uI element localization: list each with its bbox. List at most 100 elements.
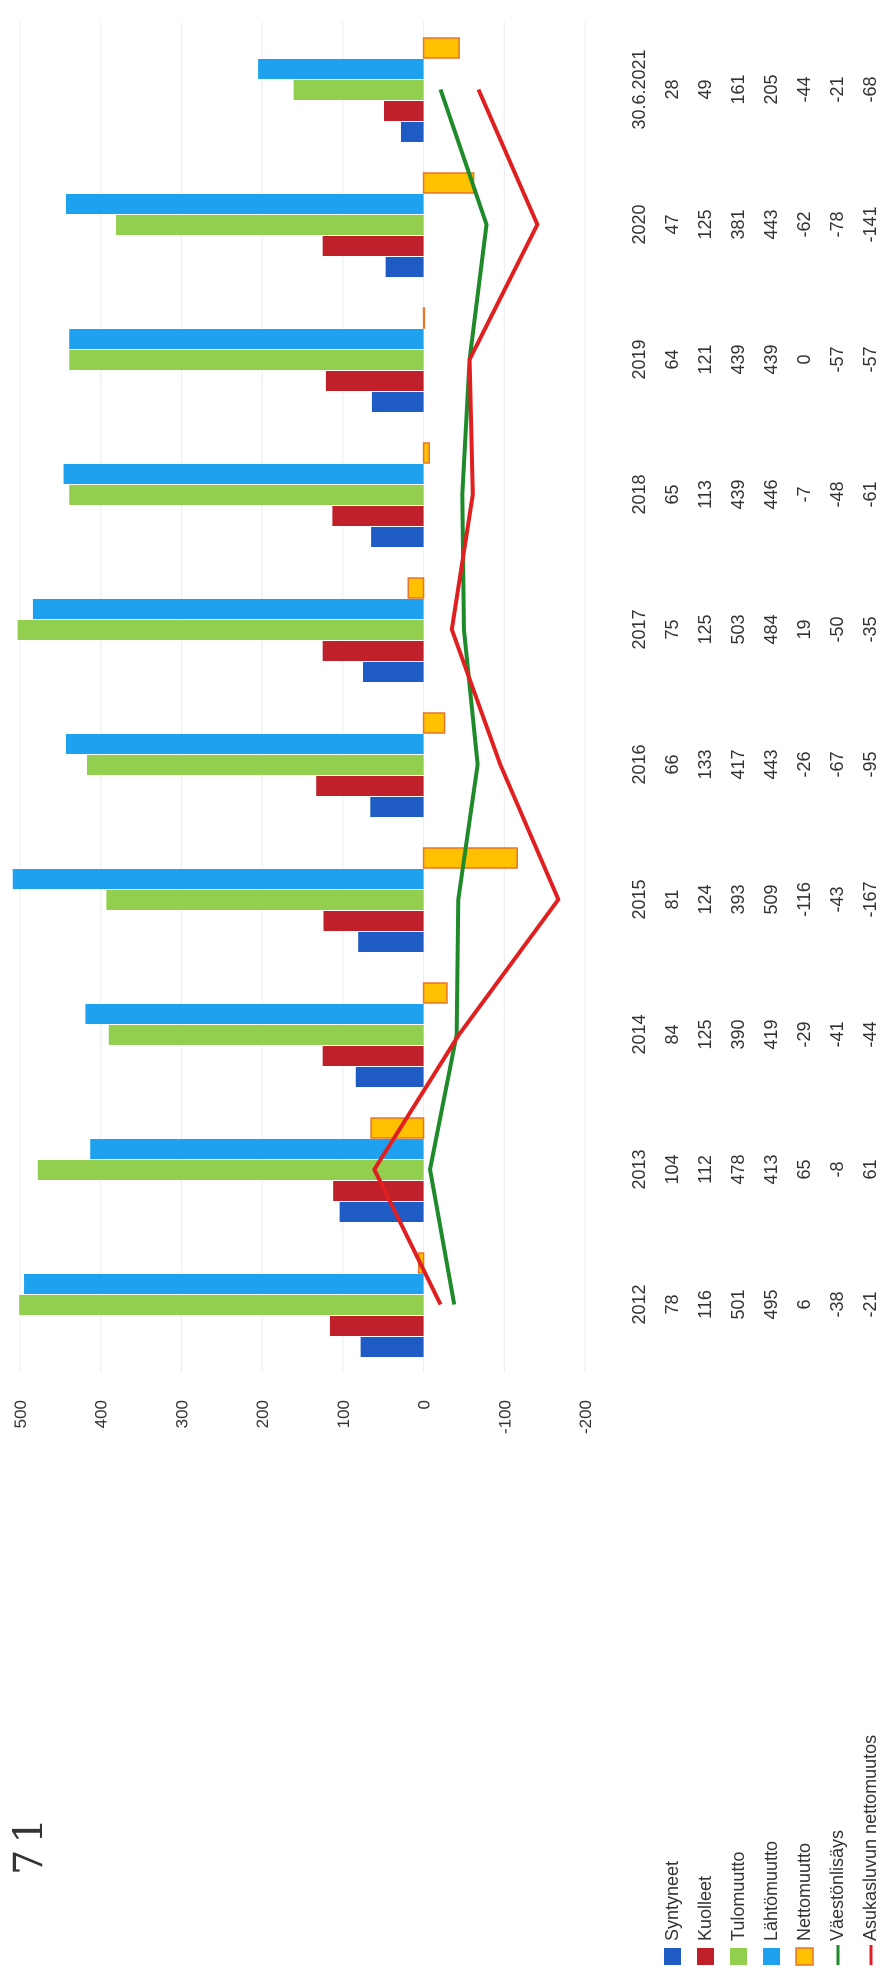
legend-key	[664, 1948, 681, 1965]
data-label: 6	[794, 1299, 814, 1309]
data-label: -67	[827, 751, 847, 777]
data-label: 501	[728, 1289, 748, 1319]
data-label: -29	[794, 1021, 814, 1047]
bar-tulomuutto	[17, 620, 424, 640]
bar-syntyneet	[358, 932, 424, 952]
data-label: 205	[761, 74, 781, 104]
category-label: 2019	[629, 339, 649, 379]
bar-lähtömuutto	[90, 1139, 424, 1159]
bar-kuolleet	[329, 1316, 424, 1336]
data-label: -44	[794, 76, 814, 102]
category-label: 2018	[629, 474, 649, 514]
bar-tulomuutto	[293, 80, 424, 100]
bar-lähtömuutto	[66, 734, 424, 754]
data-table: 2012 2013 2014 2015 2016 2017 2018 2019 2020 30.6…	[629, 49, 880, 1324]
bar-syntyneet	[370, 797, 424, 817]
data-label: 121	[695, 344, 715, 374]
data-label: -21	[827, 76, 847, 102]
bar-nettomuutto	[422, 172, 475, 194]
data-label: 28	[662, 79, 682, 99]
data-label: 0	[794, 354, 814, 364]
bar-kuolleet	[333, 1181, 424, 1201]
data-label: 124	[695, 884, 715, 914]
data-label: 78	[662, 1294, 682, 1314]
y-axis: 500 400 300 200 100 0 -100 -200	[11, 1400, 595, 1434]
bar-nettomuutto	[407, 577, 425, 599]
data-label: 419	[761, 1019, 781, 1049]
bar-lähtömuutto	[12, 869, 424, 889]
bar-lähtömuutto	[24, 1274, 424, 1294]
data-label: -57	[860, 346, 880, 372]
data-label: 439	[728, 479, 748, 509]
bar-kuolleet	[384, 101, 424, 121]
data-label: -61	[860, 481, 880, 507]
bar-syntyneet	[355, 1067, 424, 1087]
bar-nettomuutto	[370, 1117, 425, 1139]
data-label: -141	[860, 206, 880, 242]
y-tick-label: 400	[92, 1400, 111, 1428]
legend-label: Tulomuutto	[728, 1852, 748, 1941]
data-label: 495	[761, 1289, 781, 1319]
legend-label: Lähtömuutto	[761, 1841, 781, 1941]
bar-lähtömuutto	[85, 1004, 424, 1024]
data-label: 439	[728, 344, 748, 374]
data-label: 393	[728, 884, 748, 914]
y-tick-label: -200	[576, 1400, 595, 1434]
bar-series	[12, 37, 518, 1357]
legend-key	[795, 1947, 814, 1966]
data-label: -57	[827, 346, 847, 372]
line-asukasluvun nettomuutos	[372, 88, 561, 1306]
data-label: -95	[860, 751, 880, 777]
category-label: 2017	[629, 609, 649, 649]
legend-key	[763, 1948, 780, 1965]
category-label: 2020	[629, 204, 649, 244]
bar-lähtömuutto	[63, 464, 424, 484]
bar-nettomuutto	[422, 307, 426, 329]
data-label: -62	[794, 211, 814, 237]
data-label: 125	[695, 1019, 715, 1049]
legend: Syntyneet Kuolleet Tulomuutto Lähtömuutto Ne…	[662, 1735, 880, 1966]
category-label: 2012	[629, 1284, 649, 1324]
bar-nettomuutto	[422, 847, 518, 869]
bar-kuolleet	[323, 911, 424, 931]
data-label: 75	[662, 619, 682, 639]
data-label: -41	[827, 1021, 847, 1047]
data-label: -26	[794, 751, 814, 777]
data-label: -68	[860, 76, 880, 102]
category-label: 2013	[629, 1149, 649, 1189]
data-label: -35	[860, 616, 880, 642]
data-label: 66	[662, 754, 682, 774]
bar-syntyneet	[339, 1202, 424, 1222]
data-label: 47	[662, 214, 682, 234]
data-label: 439	[761, 344, 781, 374]
data-label: -116	[794, 882, 814, 917]
bar-nettomuutto	[422, 442, 430, 464]
legend-label: Syntyneet	[662, 1861, 682, 1941]
data-label: -21	[860, 1291, 880, 1317]
legend-key	[730, 1948, 747, 1965]
line-väestönlisäys	[428, 88, 489, 1305]
data-label: 49	[695, 79, 715, 99]
legend-label: Nettomuutto	[794, 1843, 814, 1941]
data-label: 84	[662, 1024, 682, 1044]
bar-tulomuutto	[86, 755, 424, 775]
handwritten-page-number: 71	[6, 1812, 52, 1875]
bar-tulomuutto	[106, 890, 424, 910]
bar-syntyneet	[371, 527, 424, 547]
data-label: -50	[827, 616, 847, 642]
data-label: -78	[827, 211, 847, 237]
bar-kuolleet	[322, 236, 424, 256]
legend-label: Väestönlisäys	[827, 1830, 847, 1941]
data-label: 413	[761, 1154, 781, 1184]
bar-syntyneet	[371, 392, 424, 412]
data-label: 446	[761, 479, 781, 509]
data-label: 484	[761, 614, 781, 644]
data-label: 503	[728, 614, 748, 644]
bar-tulomuutto	[19, 1295, 424, 1315]
bar-lähtömuutto	[32, 599, 424, 619]
legend-key	[697, 1948, 714, 1965]
bar-tulomuutto	[37, 1160, 424, 1180]
data-label: 381	[728, 209, 748, 239]
data-label: 509	[761, 884, 781, 914]
